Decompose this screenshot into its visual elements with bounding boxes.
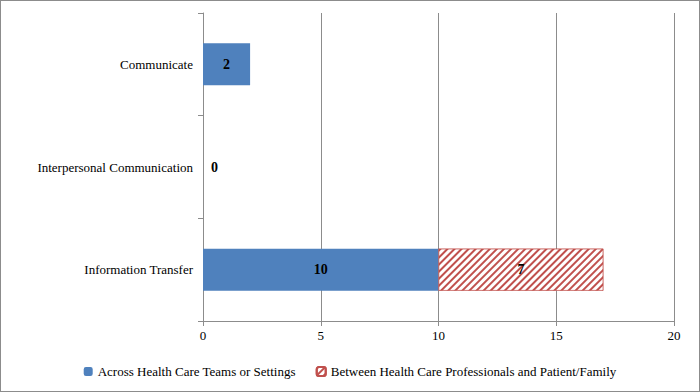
svg-text:7: 7 [517, 262, 524, 277]
svg-text:20: 20 [668, 328, 681, 343]
svg-text:10: 10 [314, 262, 328, 277]
svg-text:2: 2 [223, 57, 230, 72]
svg-text:Interpersonal Communication: Interpersonal Communication [37, 160, 193, 175]
svg-text:0: 0 [200, 328, 207, 343]
svg-text:5: 5 [318, 328, 325, 343]
svg-text:0: 0 [211, 160, 218, 175]
svg-text:Information Transfer: Information Transfer [84, 262, 193, 277]
svg-text:Across Health Care Teams or Se: Across Health Care Teams or Settings [98, 364, 296, 379]
svg-text:Communicate: Communicate [120, 57, 193, 72]
svg-text:15: 15 [550, 328, 563, 343]
svg-text:Between Health Care Profession: Between Health Care Professionals and Pa… [331, 364, 617, 379]
svg-text:10: 10 [432, 328, 445, 343]
